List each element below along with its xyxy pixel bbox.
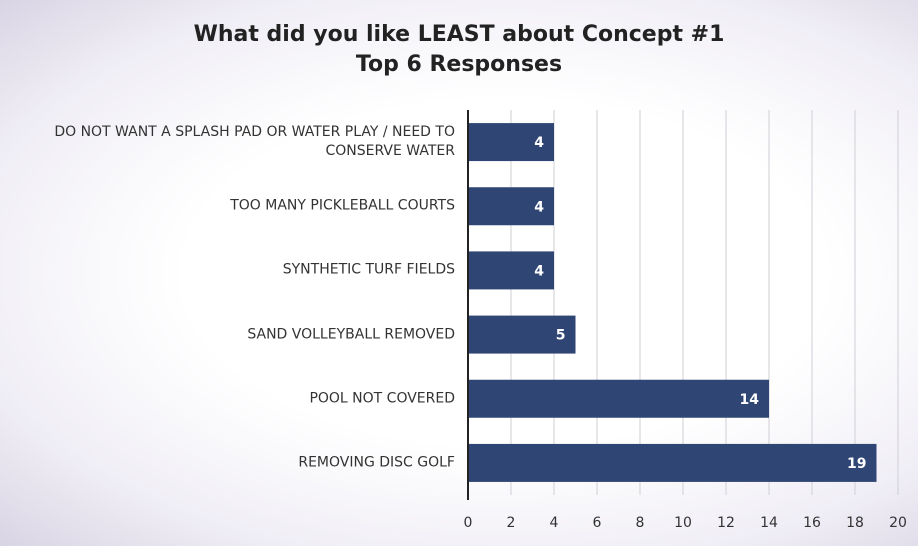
x-tick-label: 4 xyxy=(550,515,559,531)
bar xyxy=(468,123,554,162)
bar xyxy=(468,443,877,482)
data-label: 19 xyxy=(847,456,866,472)
x-tick-label: 6 xyxy=(593,515,602,531)
x-tick-label: 0 xyxy=(464,515,473,531)
bar xyxy=(468,379,769,418)
y-tick-label: TOO MANY PICKLEBALL COURTS xyxy=(230,197,455,214)
x-tick-label: 18 xyxy=(846,515,864,531)
data-label: 5 xyxy=(556,328,566,344)
y-tick-label: POOL NOT COVERED xyxy=(309,390,455,407)
chart-subtitle: Top 6 Responses xyxy=(355,52,563,77)
x-tick-label: 16 xyxy=(803,515,821,531)
y-tick-label: REMOVING DISC GOLF xyxy=(298,454,455,471)
x-tick-label: 8 xyxy=(636,515,645,531)
chart-title: What did you like LEAST about Concept #1 xyxy=(193,22,725,47)
y-tick-label: DO NOT WANT A SPLASH PAD OR WATER PLAY /… xyxy=(54,124,455,160)
x-tick-label: 14 xyxy=(760,515,778,531)
x-tick-label: 2 xyxy=(507,515,516,531)
bar xyxy=(468,315,576,354)
bar xyxy=(468,251,554,290)
data-label: 4 xyxy=(534,135,544,151)
data-label: 14 xyxy=(740,392,760,408)
data-label: 4 xyxy=(534,263,544,279)
y-tick-label: SAND VOLLEYBALL REMOVED xyxy=(247,326,455,343)
x-tick-label: 12 xyxy=(717,515,735,531)
x-tick-label: 20 xyxy=(889,515,907,531)
x-tick-label: 10 xyxy=(674,515,692,531)
data-label: 4 xyxy=(534,199,544,215)
bar xyxy=(468,187,554,226)
y-tick-label: SYNTHETIC TURF FIELDS xyxy=(282,261,455,278)
